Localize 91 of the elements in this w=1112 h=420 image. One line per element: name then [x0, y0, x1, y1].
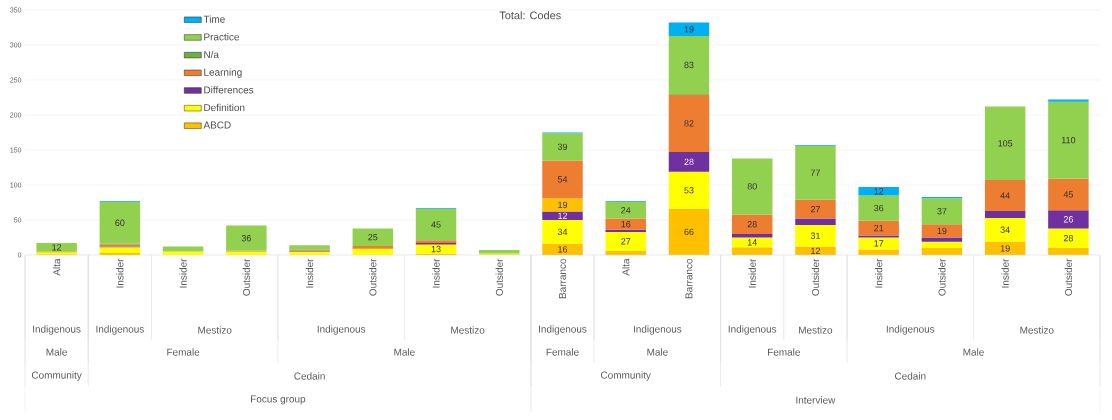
- data-label: 39: [557, 143, 568, 151]
- x-tick-label: Outsider: [811, 258, 820, 296]
- legend-label: Differences: [204, 86, 254, 94]
- x-tick-label: Outsider: [242, 258, 250, 296]
- x-tick-label: Insider: [1001, 258, 1009, 288]
- x-tick-label: Alta: [622, 258, 630, 276]
- text: Male: [963, 348, 984, 356]
- chart-title: Total: Codes: [499, 11, 561, 20]
- legend-label: Definition: [204, 103, 245, 112]
- text: Female: [546, 348, 579, 356]
- data-label: 60: [115, 219, 125, 226]
- legend-label: Time: [203, 15, 225, 23]
- text: Indigenous: [728, 325, 777, 335]
- data-label: 17: [874, 240, 884, 247]
- x-tick-label: Outsider: [495, 258, 503, 296]
- text: Mestizo: [451, 326, 485, 334]
- x-tick-label: Insider: [432, 258, 440, 288]
- text: Mestizo: [1020, 326, 1054, 334]
- x-tick-label: Barranco: [559, 258, 566, 299]
- text: Indigenous: [33, 325, 81, 335]
- x-tick-label: Outsider: [938, 258, 946, 296]
- data-label: 16: [621, 221, 631, 228]
- legend-label: ABCD: [203, 121, 231, 129]
- data-label: 19: [684, 26, 694, 33]
- data-label: 21: [874, 224, 884, 232]
- data-label: 13: [431, 245, 441, 253]
- data-label: 19: [1000, 245, 1010, 252]
- text: Community: [601, 371, 651, 381]
- data-label: 37: [937, 208, 947, 215]
- text: Focus group: [251, 395, 306, 405]
- x-tick-label: Outsider: [369, 258, 377, 296]
- text: Indigenous: [96, 325, 144, 335]
- data-label: 25: [368, 233, 378, 241]
- text: Cedain: [895, 372, 926, 380]
- text: Indigenous: [886, 325, 935, 335]
- text: Cedain: [294, 372, 325, 380]
- text: Mestizo: [799, 326, 833, 334]
- data-label: 28: [684, 158, 694, 166]
- data-label: 12: [874, 188, 884, 195]
- data-label: 80: [747, 183, 757, 190]
- text: Indigenous: [539, 325, 587, 335]
- data-label: 34: [557, 228, 568, 236]
- data-label: 36: [241, 235, 251, 242]
- data-label: 28: [747, 221, 757, 228]
- text: Indigenous: [317, 325, 366, 335]
- data-label: 12: [52, 244, 62, 251]
- text: Female: [167, 348, 200, 356]
- data-label: 66: [684, 228, 694, 236]
- text: Female: [768, 348, 800, 356]
- data-label: 16: [558, 246, 568, 253]
- data-label: 27: [621, 238, 631, 245]
- legend-label: Learning: [204, 68, 242, 78]
- text: Mestizo: [198, 326, 232, 334]
- x-tick-label: Alta: [52, 258, 61, 276]
- data-label: 45: [431, 221, 441, 228]
- data-label: 110: [1061, 137, 1076, 144]
- text: Male: [647, 348, 668, 356]
- data-label: 19: [937, 227, 947, 235]
- data-label: 105: [998, 140, 1013, 147]
- data-label: 14: [747, 239, 757, 246]
- data-label: 24: [621, 207, 631, 214]
- data-label: 54: [557, 176, 568, 183]
- data-label: 28: [1063, 235, 1073, 242]
- x-tick-label: Insider: [748, 258, 756, 288]
- data-label: 31: [810, 232, 820, 239]
- data-label: 45: [1063, 191, 1073, 198]
- text: Community: [31, 371, 82, 381]
- data-label: 53: [684, 187, 694, 194]
- text: Male: [46, 348, 67, 356]
- text: Male: [394, 348, 415, 356]
- data-label: 44: [1000, 192, 1010, 199]
- data-label: 27: [810, 206, 820, 213]
- text: Interview: [796, 396, 836, 404]
- data-label: 12: [558, 212, 568, 219]
- x-tick-label: Barranco: [685, 258, 693, 299]
- data-label: 26: [1063, 216, 1073, 223]
- text: Indigenous: [633, 325, 682, 335]
- legend-label: Practice: [204, 33, 240, 41]
- data-label: 19: [558, 201, 568, 209]
- data-label: 34: [1000, 226, 1010, 233]
- data-label: 82: [684, 120, 694, 127]
- legend-label: N/a: [204, 50, 219, 59]
- x-tick-label: Outsider: [1064, 258, 1073, 296]
- x-tick-label: Insider: [305, 258, 314, 288]
- data-label: 12: [811, 247, 820, 254]
- x-tick-label: Insider: [875, 258, 883, 288]
- data-label: 36: [874, 204, 884, 212]
- x-tick-label: Insider: [116, 258, 124, 288]
- data-label: 83: [684, 61, 694, 69]
- x-tick-label: Insider: [179, 258, 187, 288]
- data-label: 77: [810, 169, 820, 176]
